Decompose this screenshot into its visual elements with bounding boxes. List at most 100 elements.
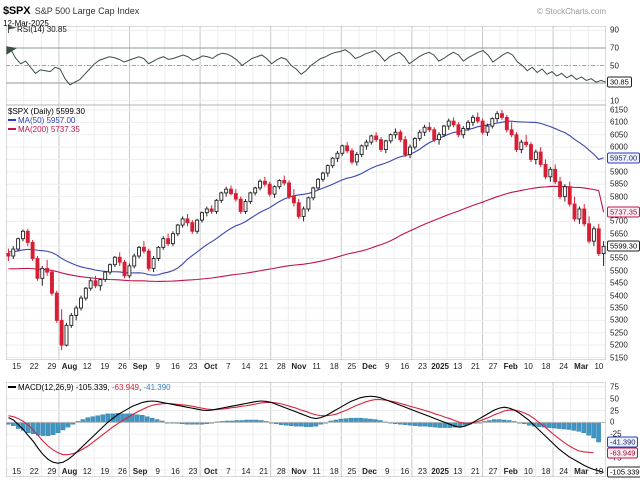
x-axis-tick: 23 [188, 362, 198, 371]
x-axis-tick: 12 [82, 362, 92, 371]
price-y-tick: 5150 [610, 353, 628, 363]
x-axis-tick: Sep [132, 467, 148, 476]
x-axis-price: 15 22 29 Aug 12 19 26 Sep 9 16 23 Oct 7 14 21 28 Nov 11 18… [6, 362, 606, 374]
macd-y-tick: -25 [610, 429, 622, 439]
x-axis-tick: 9 [155, 362, 160, 371]
x-axis-tick: 27 [488, 467, 498, 476]
x-axis-tick: 18 [329, 362, 339, 371]
chart-header: $SPX S&P 500 Large Cap Index 12-Mar-2025 [3, 2, 139, 28]
index-name: S&P 500 Large Cap Index [34, 6, 140, 16]
price-y-tick: 5300 [610, 315, 628, 325]
macd-panel [6, 382, 606, 477]
x-axis-tick: Aug [61, 362, 78, 371]
x-axis-tick: 12 [82, 467, 92, 476]
x-axis-tick: Mar [574, 467, 589, 476]
price-panel [6, 105, 606, 360]
x-axis-tick: 16 [400, 362, 410, 371]
price-legend: $SPX (Daily) 5599.30 MA(50) 5957.00 MA(2… [8, 107, 85, 134]
x-axis-tick: 7 [226, 467, 231, 476]
x-axis-tick: 28 [276, 362, 286, 371]
macd-hist-tag: -41.390 [607, 436, 639, 448]
x-axis-tick: 18 [541, 467, 551, 476]
x-axis-tick: 16 [170, 362, 180, 371]
x-axis-tick: 14 [241, 467, 251, 476]
x-axis-tick: 9 [384, 362, 390, 371]
x-axis-tick: 19 [100, 467, 110, 476]
price-legend-ma50: MA(50) 5957.00 [18, 116, 76, 125]
x-axis-tick: 21 [259, 362, 269, 371]
price-legend-ma200: MA(200) 5737.35 [18, 125, 80, 134]
x-axis-macd: 15 22 29 Aug 12 19 26 Sep 9 16 23 Oct 7 14 21 28 Nov 11 18… [6, 467, 606, 479]
price-y-tick: 5450 [610, 278, 628, 288]
rsi-y-tick: 90 [610, 25, 619, 35]
x-axis-tick: 27 [488, 362, 498, 371]
price-y-tick: 5200 [610, 340, 628, 350]
x-axis-tick: 28 [276, 467, 286, 476]
price-y-tick: 5250 [610, 328, 628, 338]
x-axis-tick: 18 [329, 467, 339, 476]
macd-legend-value: -105.339 [75, 383, 108, 392]
price-y-tick: 5900 [610, 167, 628, 177]
price-y-tick: 6050 [610, 130, 628, 140]
macd-legend: MACD(12,26,9) -105.339, -63.949, -41.390 [8, 383, 171, 392]
x-axis-tick: 19 [100, 362, 110, 371]
x-axis-tick: 22 [29, 362, 39, 371]
rsi-value-tag: 30.85 [607, 76, 632, 88]
x-axis-tick: 9 [155, 467, 160, 476]
price-y-tick: 5500 [610, 266, 628, 276]
price-y-axis: 6150 6100 6050 6000 5900 5850 5800 5700 5650 5550… [606, 105, 640, 363]
x-axis-tick: 23 [188, 467, 198, 476]
macd-signal-tag: -63.949 [607, 447, 639, 459]
x-axis-tick: 2025 [431, 467, 450, 476]
x-axis-tick: 16 [170, 467, 180, 476]
x-axis-tick: Dec [362, 467, 377, 476]
x-axis-tick: 10 [594, 362, 604, 371]
macd-y-tick: 50 [610, 394, 619, 404]
x-axis-tick: 14 [241, 362, 251, 371]
price-y-tick: 5800 [610, 192, 628, 202]
x-axis-tick: 26 [118, 362, 127, 371]
macd-legend-name: MACD(12,26,9) [18, 383, 74, 392]
x-axis-tick: 11 [312, 467, 321, 476]
x-axis-tick: Aug [61, 467, 78, 476]
price-y-tick: 6100 [610, 117, 628, 127]
x-axis-tick: 10 [523, 467, 533, 476]
x-axis-tick: Nov [291, 362, 307, 371]
x-axis-tick: 24 [559, 467, 569, 476]
x-axis-tick: 23 [418, 467, 427, 476]
x-axis-tick: 21 [470, 467, 480, 476]
x-axis-tick: 29 [47, 362, 57, 371]
price-y-tick: 5700 [610, 216, 628, 226]
x-axis-tick: 15 [12, 362, 22, 371]
rsi-y-axis: 90 70 50 10 30.85 [606, 26, 640, 105]
x-axis-tick: 15 [12, 467, 22, 476]
x-axis-tick: Sep [132, 362, 148, 371]
macd-value-tag: -105.339 [607, 466, 640, 478]
chart-date: 12-Mar-2025 [3, 18, 49, 28]
x-axis-tick: 13 [453, 362, 463, 371]
price-y-tick: 6150 [610, 105, 628, 115]
x-axis-tick: Feb [503, 362, 518, 371]
x-axis-tick: 18 [541, 362, 551, 371]
x-axis-tick: 24 [559, 362, 569, 371]
price-legend-main: $SPX (Daily) 5599.30 [8, 107, 85, 116]
rsi-y-tick: 70 [610, 43, 619, 53]
x-axis-tick: 11 [312, 362, 321, 371]
x-axis-tick: Mar [574, 362, 589, 371]
x-axis-tick: 23 [418, 362, 427, 371]
price-y-tick: 5550 [610, 253, 628, 263]
price-y-tick: 6000 [610, 142, 628, 152]
price-y-tick: 5400 [610, 291, 628, 301]
rsi-legend-text: RSI(14) 30.85 [17, 25, 67, 34]
rsi-y-tick: 50 [610, 61, 619, 70]
x-axis-tick: 10 [594, 467, 604, 476]
x-axis-tick: 29 [47, 467, 57, 476]
macd-y-tick: 25 [610, 406, 619, 415]
rsi-flag-icon [8, 26, 17, 33]
x-axis-tick: Feb [503, 467, 518, 476]
x-axis-tick: 9 [384, 467, 390, 476]
x-axis-tick: Dec [362, 362, 377, 371]
macd-y-tick: 75 [610, 382, 619, 392]
